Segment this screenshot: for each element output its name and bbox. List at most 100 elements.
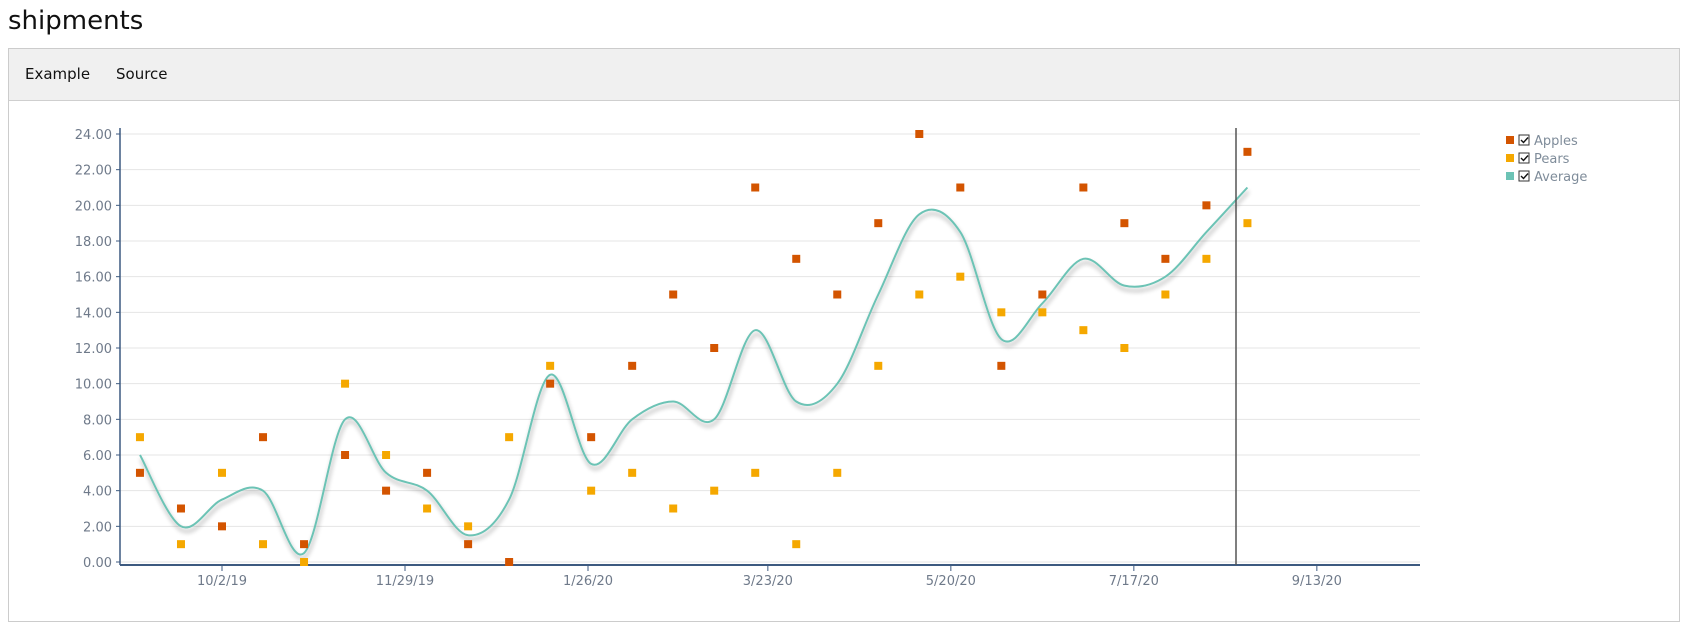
point-pears[interactable] (710, 486, 719, 495)
point-apples[interactable] (300, 540, 309, 549)
point-pears[interactable] (135, 433, 144, 442)
y-tick-label: 2.00 (83, 520, 112, 535)
point-pears[interactable] (464, 522, 473, 531)
point-apples[interactable] (587, 433, 596, 442)
x-tick-label: 1/26/20 (563, 574, 613, 589)
x-tick-label: 5/20/20 (926, 574, 976, 589)
y-tick-label: 20.00 (75, 199, 112, 214)
point-pears[interactable] (1161, 290, 1170, 299)
point-pears[interactable] (956, 272, 965, 281)
point-pears[interactable] (341, 379, 350, 388)
y-tick-label: 8.00 (83, 413, 112, 428)
point-pears[interactable] (915, 290, 924, 299)
point-apples[interactable] (956, 183, 965, 192)
point-apples[interactable] (1120, 219, 1129, 228)
point-apples[interactable] (505, 558, 514, 566)
y-tick-label: 10.00 (75, 378, 112, 393)
point-pears[interactable] (628, 468, 637, 477)
y-tick-label: 24.00 (75, 128, 112, 143)
checkbox-icon[interactable] (1518, 152, 1530, 164)
y-tick-label: 14.00 (75, 306, 112, 321)
legend-swatch-average (1506, 172, 1514, 180)
y-tick-label: 6.00 (83, 449, 112, 464)
point-pears[interactable] (1079, 326, 1088, 335)
point-apples[interactable] (176, 504, 185, 513)
point-apples[interactable] (1161, 254, 1170, 263)
point-pears[interactable] (1120, 344, 1129, 352)
point-apples[interactable] (259, 433, 268, 442)
point-apples[interactable] (1079, 183, 1088, 192)
page-title: shipments (8, 6, 144, 36)
series-line-average[interactable] (139, 186, 1249, 556)
point-pears[interactable] (792, 540, 801, 549)
legend-label-average: Average (1534, 170, 1587, 185)
point-apples[interactable] (792, 254, 801, 263)
point-apples[interactable] (751, 183, 760, 192)
point-apples[interactable] (1243, 147, 1252, 156)
point-pears[interactable] (382, 451, 391, 459)
point-pears[interactable] (669, 504, 678, 513)
point-apples[interactable] (628, 361, 637, 370)
point-pears[interactable] (259, 540, 268, 549)
point-pears[interactable] (1202, 254, 1211, 263)
point-pears[interactable] (505, 433, 514, 442)
checkbox-icon[interactable] (1518, 134, 1530, 146)
legend-item-apples[interactable]: Apples (1506, 134, 1578, 149)
point-apples[interactable] (423, 468, 432, 477)
tab-example[interactable]: Example (25, 65, 91, 83)
legend-item-pears[interactable]: Pears (1506, 152, 1570, 167)
point-pears[interactable] (833, 468, 842, 477)
point-apples[interactable] (997, 361, 1006, 370)
x-tick-label: 7/17/20 (1109, 574, 1159, 589)
legend[interactable]: Apples Pears Average (1506, 134, 1587, 185)
point-apples[interactable] (1202, 201, 1211, 210)
point-pears[interactable] (423, 504, 432, 513)
y-tick-label: 22.00 (75, 164, 112, 179)
point-pears[interactable] (874, 361, 883, 370)
point-pears[interactable] (546, 361, 555, 370)
point-apples[interactable] (135, 468, 144, 477)
point-apples[interactable] (915, 130, 924, 138)
point-apples[interactable] (341, 451, 350, 459)
point-pears[interactable] (176, 540, 185, 549)
point-apples[interactable] (710, 344, 719, 352)
y-tick-label: 16.00 (75, 271, 112, 286)
checkbox-icon[interactable] (1518, 170, 1530, 182)
legend-swatch-pears (1506, 154, 1514, 162)
point-apples[interactable] (382, 486, 391, 495)
checkmark-icon (1520, 173, 1529, 180)
tab-source[interactable]: Source (116, 65, 168, 83)
x-tick-label: 10/2/19 (197, 574, 247, 589)
x-tick-label: 9/13/20 (1292, 574, 1342, 589)
y-tick-label: 12.00 (75, 342, 112, 357)
grid-lines (120, 133, 1420, 563)
point-pears[interactable] (1243, 219, 1252, 228)
point-pears[interactable] (587, 486, 596, 495)
legend-item-average[interactable]: Average (1506, 170, 1587, 185)
series-layer (135, 130, 1252, 566)
point-apples[interactable] (464, 540, 473, 549)
x-tick-label: 11/29/19 (376, 574, 434, 589)
legend-label-pears: Pears (1534, 152, 1570, 167)
point-pears[interactable] (751, 468, 760, 477)
y-tick-label: 18.00 (75, 235, 112, 250)
point-apples[interactable] (1038, 290, 1047, 299)
legend-swatch-apples (1506, 136, 1514, 144)
legend-label-apples: Apples (1534, 134, 1578, 149)
point-pears[interactable] (997, 308, 1006, 317)
checkmark-icon (1520, 155, 1529, 162)
point-pears[interactable] (300, 558, 309, 566)
y-tick-label: 0.00 (83, 556, 112, 571)
point-apples[interactable] (833, 290, 842, 299)
point-apples[interactable] (874, 219, 883, 228)
axes: 0.00 2.00 4.00 6.00 8.00 10.00 12.00 14.00 16.00… (75, 128, 1420, 589)
toolbar: Example Source (9, 49, 1679, 101)
point-apples[interactable] (546, 379, 555, 388)
y-tick-label: 4.00 (83, 485, 112, 500)
point-apples[interactable] (669, 290, 678, 299)
point-pears[interactable] (218, 468, 226, 477)
point-apples[interactable] (218, 522, 226, 531)
point-pears[interactable] (1038, 308, 1047, 317)
checkmark-icon (1520, 137, 1529, 144)
